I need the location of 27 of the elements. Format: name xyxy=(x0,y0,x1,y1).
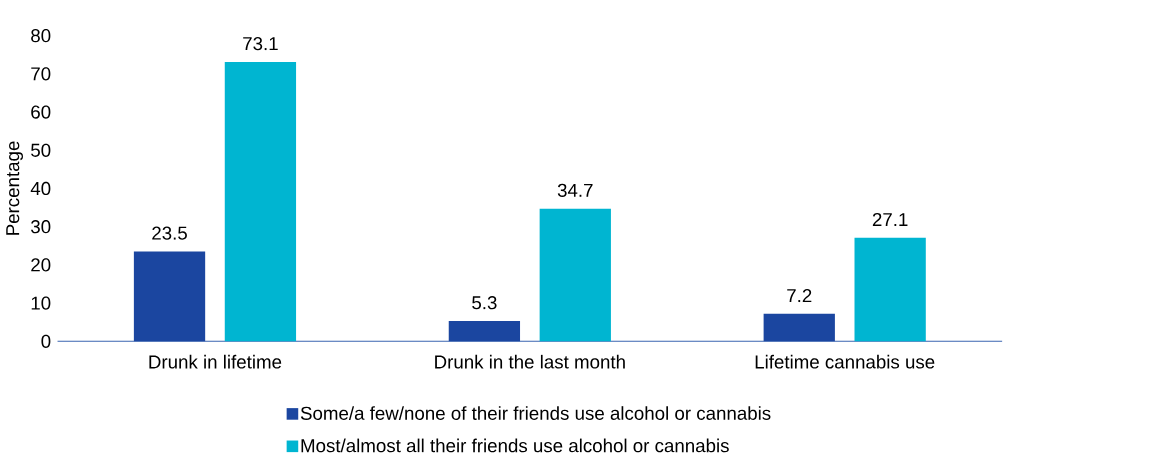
bar xyxy=(854,238,926,342)
data-label: 5.3 xyxy=(472,296,497,310)
bar xyxy=(224,62,297,342)
y-tick-label: 10 xyxy=(31,296,51,310)
y-tick-label: 40 xyxy=(30,182,51,196)
y-axis-title: Percentage xyxy=(6,141,23,236)
y-tick-label: 30 xyxy=(31,220,51,234)
bar xyxy=(763,314,835,342)
bar xyxy=(448,321,521,342)
y-tick-label: 0 xyxy=(41,334,51,349)
x-tick-label: Drunk in lifetime xyxy=(149,355,282,369)
data-label: 73.1 xyxy=(243,37,278,51)
data-label: 23.5 xyxy=(152,226,187,240)
bar xyxy=(539,208,611,342)
data-label: 34.7 xyxy=(557,183,593,198)
y-tick-label: 60 xyxy=(31,105,51,119)
y-tick-label: 20 xyxy=(31,258,51,272)
y-tick-label: 50 xyxy=(31,143,51,158)
data-label: 27.1 xyxy=(872,213,908,227)
legend-label: Most/almost all their friends use alcohol or cannabis xyxy=(301,438,729,453)
legend-label: Some/a few/none of their friends use alcohol or cannabis xyxy=(300,406,771,421)
x-tick-label: Drunk in the last month xyxy=(435,355,625,369)
y-tick-label: 80 xyxy=(31,29,51,43)
x-tick-label: Lifetime cannabis use xyxy=(755,355,935,369)
y-tick-label: 70 xyxy=(31,67,51,81)
bar xyxy=(133,251,206,342)
data-label: 7.2 xyxy=(787,289,812,303)
